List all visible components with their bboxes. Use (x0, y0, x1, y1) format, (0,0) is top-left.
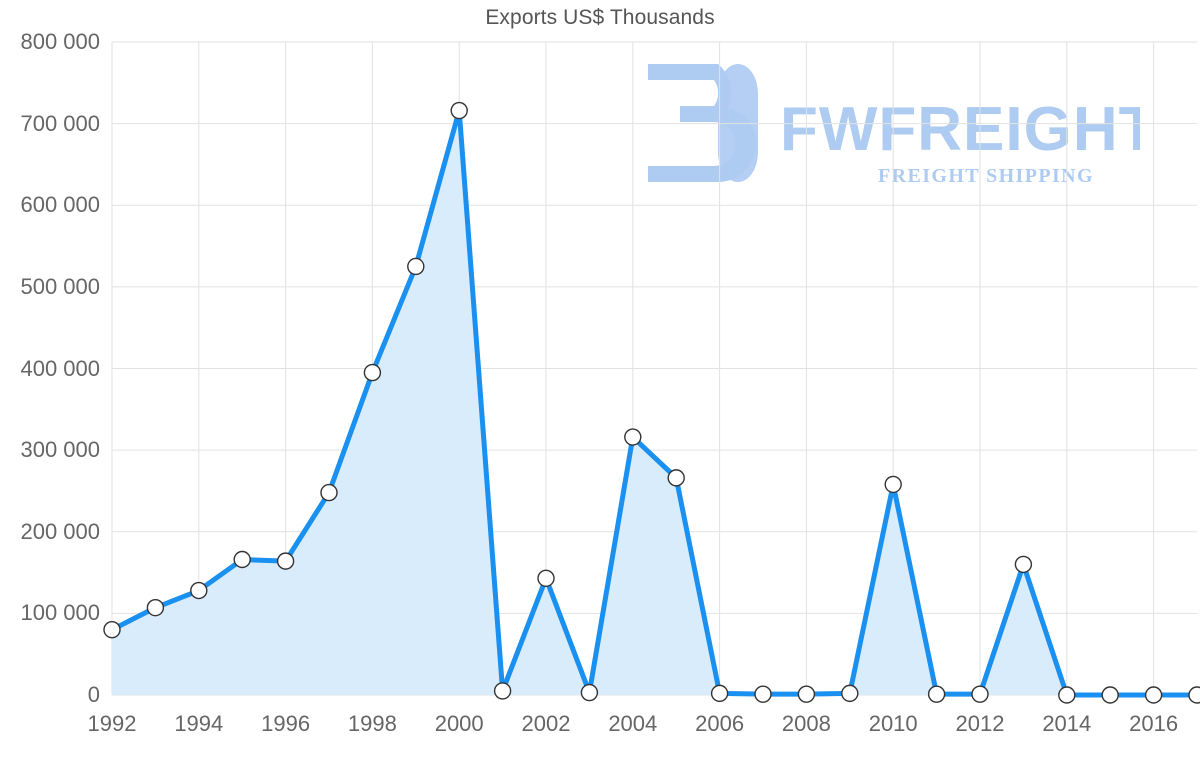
y-axis-tick-label: 600 000 (20, 192, 100, 218)
y-axis-tick-label: 300 000 (20, 437, 100, 463)
y-axis-tick-label: 700 000 (20, 110, 100, 136)
data-point-marker[interactable]: 2000: 716 000 (450, 101, 468, 120)
chart-title: Exports US$ Thousands (485, 6, 715, 29)
data-markers: 1992: 80 000 1993: 107 000 1994: 128 000 19… (103, 101, 1200, 704)
data-point-marker[interactable]: 2012: 1 000 (971, 685, 989, 703)
data-point-marker[interactable]: 1996: 164 000 (276, 552, 295, 570)
x-axis-tick-label: 2000 (434, 711, 484, 736)
data-point-marker[interactable]: 2001: 5 000 (493, 682, 512, 700)
data-point-marker[interactable]: 2013: 160 000 (1014, 555, 1033, 574)
x-axis-tick-label: 2014 (1042, 711, 1092, 736)
x-axis-tick-label: 2008 (781, 711, 831, 736)
x-axis-tick-label: 2016 (1129, 711, 1179, 736)
data-point-marker[interactable]: 2010: 258 000 (884, 475, 902, 494)
data-point-marker[interactable]: 2008: 1 000 (797, 685, 816, 703)
data-point-marker[interactable]: 2015: 0 (1101, 686, 1119, 704)
data-point-marker[interactable]: 2009: 2 000 (841, 684, 859, 703)
data-point-marker[interactable]: 1999: 525 000 (407, 257, 425, 276)
data-point-marker[interactable]: 1998: 395 000 (363, 363, 382, 382)
data-point-marker[interactable]: 2016: 0 (1144, 686, 1163, 704)
y-axis-tick-label: 500 000 (20, 273, 100, 299)
data-point-marker[interactable]: 2002: 143 000 (537, 569, 555, 587)
data-point-marker[interactable]: 2003: 3 000 (580, 683, 599, 702)
x-axis-tick-label: 2006 (695, 711, 745, 736)
data-point-marker[interactable]: 2014: 0 (1058, 686, 1076, 704)
data-point-marker[interactable]: 2017: 0 (1188, 686, 1200, 704)
data-point-marker[interactable]: 1993: 107 000 (146, 598, 165, 617)
y-axis-tick-label: 100 000 (20, 600, 100, 626)
data-point-marker[interactable]: 2011: 1 000 (927, 685, 946, 703)
x-axis-tick-label: 1996 (261, 711, 311, 736)
y-axis-tick-label: 200 000 (20, 518, 100, 544)
x-axis-tick-label: 2004 (608, 711, 658, 736)
x-axis-tick-label: 1992 (87, 711, 137, 736)
data-point-marker[interactable]: 1992: 80 000 (103, 621, 121, 639)
data-point-marker[interactable]: 1994: 128 000 (190, 581, 208, 600)
area-fill (112, 110, 1197, 695)
y-axis-tick-label: 0 (87, 682, 100, 707)
data-line (109, 108, 1200, 698)
x-axis-tick-label: 2010 (868, 711, 918, 736)
data-point-marker[interactable]: 2006: 2 000 (710, 684, 729, 703)
y-axis-tick-label: 800 000 (20, 29, 100, 54)
data-point-marker[interactable]: 1997: 248 000 (320, 483, 338, 502)
y-axis-tick-label: 400 000 (20, 355, 100, 381)
x-axis-tick-label: 2002 (521, 711, 571, 736)
x-axis-tick-label: 1998 (347, 711, 397, 736)
data-point-marker[interactable]: 2005: 266 000 (667, 469, 685, 487)
x-axis-tick-label: 1994 (174, 711, 224, 736)
data-point-marker[interactable]: 1995: 166 000 (233, 550, 251, 569)
x-axis-tick-label: 2012 (955, 711, 1005, 736)
data-point-marker[interactable]: 2004: 316 000 (624, 428, 642, 446)
data-point-marker[interactable]: 2007: 1 000 (754, 685, 772, 703)
